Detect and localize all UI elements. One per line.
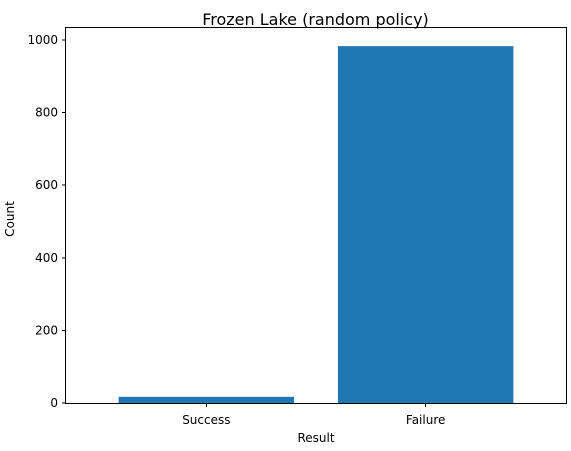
- y-tick-label: 800: [35, 106, 58, 120]
- x-axis-ticks: Success Failure: [182, 403, 445, 427]
- x-tick-label: Failure: [406, 413, 445, 427]
- chart-title: Frozen Lake (random policy): [202, 10, 429, 29]
- y-tick-label: 0: [50, 396, 58, 410]
- x-axis-label: Result: [297, 431, 334, 445]
- y-axis-label: Count: [3, 201, 17, 237]
- x-tick-label: Success: [182, 413, 230, 427]
- plot-frame: [65, 27, 567, 404]
- y-axis-ticks: 0 200 400 600 800 1000: [27, 33, 66, 410]
- y-tick-label: 200: [35, 323, 58, 337]
- bar-success: [118, 396, 295, 403]
- bars: [118, 46, 514, 404]
- bar-failure: [337, 46, 514, 404]
- y-tick-label: 400: [35, 251, 58, 265]
- y-tick-label: 1000: [27, 33, 58, 47]
- y-tick-label: 600: [35, 178, 58, 192]
